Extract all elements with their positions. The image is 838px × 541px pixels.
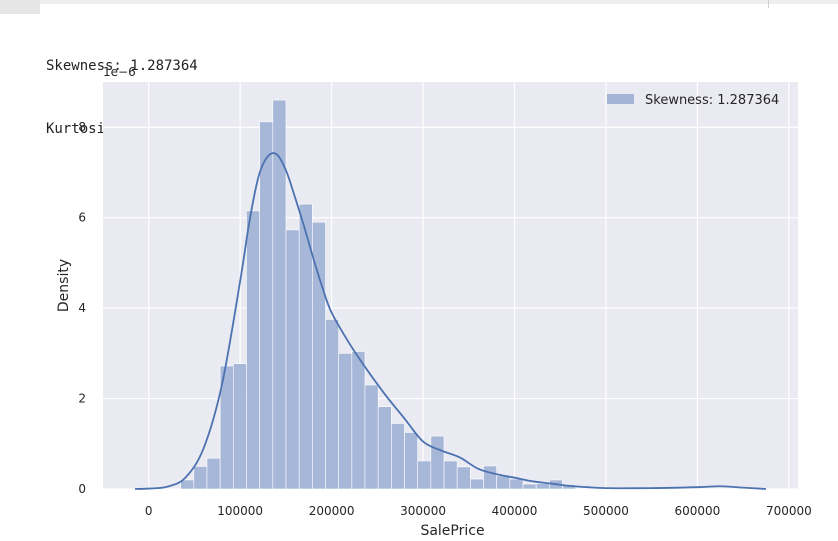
histogram-bar xyxy=(377,406,392,490)
histogram-bar xyxy=(233,363,247,490)
legend-label: Skewness: 1.287364 xyxy=(645,93,779,108)
histogram-bar xyxy=(535,483,550,490)
y-axis-label: Density xyxy=(56,259,72,312)
top-divider xyxy=(768,0,769,8)
x-tick-label: 100000 xyxy=(217,504,263,518)
y-tick-labels: 0 2 4 6 8 xyxy=(78,120,86,496)
histogram-bar xyxy=(338,353,353,490)
kde-curve xyxy=(134,152,767,490)
histogram-bar xyxy=(246,210,260,490)
x-tick-label: 600000 xyxy=(675,504,721,518)
histogram-bar xyxy=(206,457,221,490)
histogram-bar xyxy=(285,229,300,490)
x-tick-label: 200000 xyxy=(309,504,355,518)
histogram-bar xyxy=(391,423,405,490)
plot-background xyxy=(103,82,798,489)
x-tick-label: 0 xyxy=(145,504,153,518)
y-tick-label: 8 xyxy=(78,120,86,134)
histogram-bar xyxy=(193,466,208,490)
x-tick-label: 700000 xyxy=(766,504,812,518)
histogram-bar xyxy=(456,466,471,490)
top-bar xyxy=(0,0,838,4)
y-scale-label: 1e−6 xyxy=(103,65,136,79)
histogram-bar xyxy=(470,478,484,490)
x-axis-label: SalePrice xyxy=(420,523,484,539)
histogram-bar xyxy=(443,460,458,490)
histogram-bar xyxy=(259,121,274,490)
histogram-bar xyxy=(351,351,366,490)
histogram-bar xyxy=(364,384,379,490)
histogram-bar xyxy=(496,475,511,490)
y-tick-label: 6 xyxy=(78,211,86,225)
y-tick-label: 4 xyxy=(78,301,86,315)
legend: Skewness: 1.287364 xyxy=(607,93,779,108)
y-tick-label: 2 xyxy=(78,392,86,406)
cell-gutter xyxy=(0,0,40,14)
histogram-bars xyxy=(180,99,576,490)
y-tick-label: 0 xyxy=(78,482,86,496)
histogram-bar xyxy=(404,432,418,490)
histogram-bar xyxy=(509,478,524,490)
x-tick-label: 400000 xyxy=(492,504,538,518)
x-tick-labels: 0 100000 200000 300000 400000 500000 600000 700… xyxy=(145,504,812,518)
histogram-bar xyxy=(430,435,445,490)
histogram-bar xyxy=(417,460,432,490)
skewness-output: Skewness: 1.287364 xyxy=(46,58,198,74)
histogram-bar xyxy=(325,319,339,490)
histogram-bar xyxy=(483,465,497,490)
histogram-bar xyxy=(522,483,537,490)
x-tick-label: 500000 xyxy=(583,504,629,518)
x-tick-label: 300000 xyxy=(400,504,446,518)
legend-swatch xyxy=(607,94,634,104)
histogram-bar xyxy=(180,479,195,490)
